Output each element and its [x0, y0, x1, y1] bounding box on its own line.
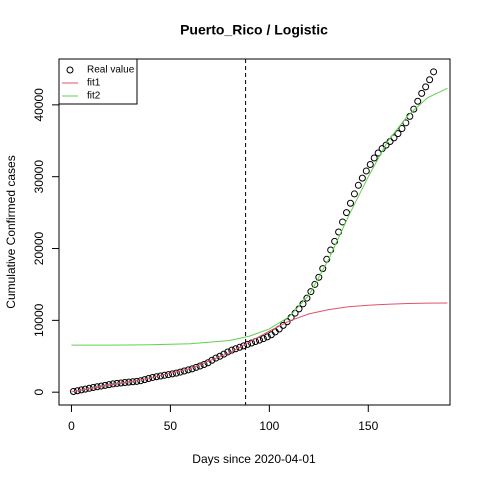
data-point: [350, 190, 358, 198]
legend-symbol: [66, 66, 74, 74]
data-point: [240, 342, 248, 350]
data-point: [307, 288, 315, 296]
y-tick-label: 30000: [32, 160, 46, 194]
data-point: [354, 181, 362, 189]
legend-label: fit2: [87, 91, 101, 102]
y-tick-label: 0: [32, 389, 46, 396]
fit-line: [71, 87, 448, 346]
x-tick-label: 150: [358, 419, 378, 433]
data-point: [303, 294, 311, 302]
data-point: [133, 377, 141, 385]
data-point: [172, 369, 180, 377]
data-point: [216, 352, 224, 360]
data-point: [263, 333, 271, 341]
data-point: [311, 280, 319, 288]
data-point: [398, 125, 406, 133]
data-point: [319, 265, 327, 273]
data-point: [208, 356, 216, 364]
y-axis-label: Cumulative Confirmed cases: [4, 155, 18, 308]
chart-title: Puerto_Rico / Logistic: [180, 22, 328, 38]
data-point: [426, 76, 434, 84]
x-tick-label: 100: [259, 419, 279, 433]
fit-line: [71, 302, 448, 393]
y-tick-label: 40000: [32, 88, 46, 122]
data-point: [343, 209, 351, 217]
data-point: [382, 141, 390, 149]
data-point: [370, 154, 378, 162]
data-point: [390, 134, 398, 142]
data-point: [232, 345, 240, 353]
data-point: [418, 89, 426, 97]
x-tick-label: 0: [68, 419, 75, 433]
data-point: [362, 167, 370, 175]
data-point: [394, 130, 402, 138]
data-point: [358, 174, 366, 182]
x-axis-label: Days since 2020-04-01: [192, 452, 316, 466]
legend-label: fit1: [87, 78, 101, 89]
data-point: [327, 246, 335, 254]
data-point: [212, 354, 220, 362]
y-tick-label: 10000: [32, 303, 46, 337]
data-point: [414, 97, 422, 105]
data-point: [430, 68, 438, 76]
data-point: [299, 300, 307, 308]
data-point: [137, 377, 145, 385]
data-point: [315, 273, 323, 281]
y-tick-label: 20000: [32, 232, 46, 266]
x-tick-label: 50: [164, 419, 178, 433]
legend-label: Real value: [87, 65, 135, 76]
data-point: [410, 105, 418, 113]
data-point: [236, 343, 244, 351]
data-point: [402, 119, 410, 127]
data-point: [331, 237, 339, 245]
data-point: [259, 335, 267, 343]
data-point: [283, 318, 291, 326]
data-point: [346, 199, 354, 207]
data-point: [422, 83, 430, 91]
data-point: [255, 336, 263, 344]
data-point: [366, 160, 374, 168]
data-point: [149, 373, 157, 381]
data-point: [176, 368, 184, 376]
